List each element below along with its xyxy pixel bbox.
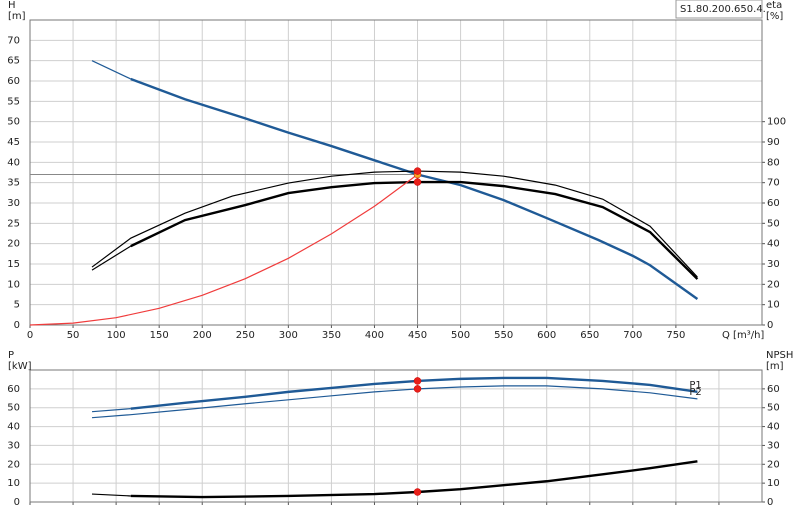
curve (91, 170, 698, 278)
x-tick-label: 300 (279, 330, 298, 341)
y2-tick-label: 40 (767, 239, 780, 250)
model-label: S1.80.200.650.4. (680, 4, 766, 15)
y-tick-label: 10 (7, 279, 20, 290)
duty-point (413, 385, 422, 393)
y2-tick-label: 50 (767, 403, 780, 414)
y-tick-label: 60 (7, 384, 20, 395)
curve (91, 408, 131, 413)
y-tick-label: 25 (7, 218, 20, 229)
y-tick-label: 20 (7, 239, 20, 250)
series-label: P1 (689, 380, 701, 391)
y2-tick-label: 80 (767, 157, 780, 168)
x-tick-label: 350 (322, 330, 341, 341)
y-tick-label: 5 (14, 300, 20, 311)
x-tick-label: 250 (236, 330, 255, 341)
y-tick-label: 50 (7, 403, 20, 414)
y-tick-label: 55 (7, 96, 20, 107)
y2-tick-label: 10 (767, 300, 780, 311)
curve (130, 460, 698, 499)
x-tick-label: 600 (537, 330, 556, 341)
y-tick-label: 0 (14, 320, 20, 331)
y-axis-label: P (8, 350, 14, 361)
y2-tick-label: 50 (767, 218, 780, 229)
plot-frame (29, 369, 763, 503)
y-tick-label: 30 (7, 440, 20, 451)
y2-tick-label: 30 (767, 259, 780, 270)
x-tick-label: 750 (666, 330, 685, 341)
curve (130, 77, 699, 300)
y2-tick-label: 30 (767, 440, 780, 451)
y2-axis-unit: [m] (766, 361, 784, 372)
y2-tick-label: 0 (767, 320, 773, 331)
y-tick-label: 70 (7, 35, 20, 46)
y-tick-label: 10 (7, 478, 20, 489)
y-tick-label: 40 (7, 157, 20, 168)
y2-axis-unit: [%] (766, 11, 783, 22)
duty-point (413, 178, 422, 186)
duty-point (413, 167, 422, 175)
curve (91, 60, 132, 80)
y2-tick-label: 40 (767, 422, 780, 433)
y2-axis-label: eta (766, 0, 782, 11)
x-tick-label: 150 (150, 330, 169, 341)
x-tick-label: 700 (623, 330, 642, 341)
y-tick-label: 35 (7, 178, 20, 189)
x-tick-label: 200 (193, 330, 212, 341)
y2-tick-label: 10 (767, 478, 780, 489)
series-label: P2 (689, 387, 701, 398)
y2-tick-label: 60 (767, 384, 780, 395)
y2-tick-label: 100 (767, 117, 786, 128)
duty-point (413, 488, 422, 496)
y-tick-label: 65 (7, 56, 20, 67)
x-tick-label: 100 (107, 330, 126, 341)
x-tick-label: 550 (494, 330, 513, 341)
curve (91, 385, 698, 419)
x-tick-label: 50 (67, 330, 80, 341)
y-tick-label: 60 (7, 76, 20, 87)
x-tick-label: 500 (451, 330, 470, 341)
y-tick-label: 0 (14, 497, 20, 508)
y-tick-label: 45 (7, 137, 20, 148)
y2-tick-label: 20 (767, 279, 780, 290)
y2-tick-label: 70 (767, 178, 780, 189)
y-axis-unit: [m] (8, 11, 26, 22)
y-tick-label: 15 (7, 259, 20, 270)
curve (29, 174, 418, 326)
x-tick-label: 450 (408, 330, 427, 341)
y-tick-label: 20 (7, 459, 20, 470)
duty-point (413, 377, 422, 385)
x-tick-label: 400 (365, 330, 384, 341)
model-box (675, 0, 763, 19)
y-axis-unit: [kW] (8, 361, 32, 372)
curve (91, 245, 132, 271)
y-tick-label: 30 (7, 198, 20, 209)
y-tick-label: 50 (7, 117, 20, 128)
y2-tick-label: 0 (767, 497, 773, 508)
y2-axis-label: NPSH (766, 350, 793, 361)
plot-frame (29, 19, 763, 326)
y2-tick-label: 20 (767, 459, 780, 470)
y2-tick-label: 90 (767, 137, 780, 148)
x-axis-label: Q [m³/h] (722, 330, 764, 341)
y2-tick-label: 60 (767, 198, 780, 209)
x-tick-label: 0 (27, 330, 33, 341)
x-tick-label: 650 (580, 330, 599, 341)
curve (91, 493, 131, 497)
y-axis-label: H (8, 0, 16, 11)
y-tick-label: 40 (7, 422, 20, 433)
